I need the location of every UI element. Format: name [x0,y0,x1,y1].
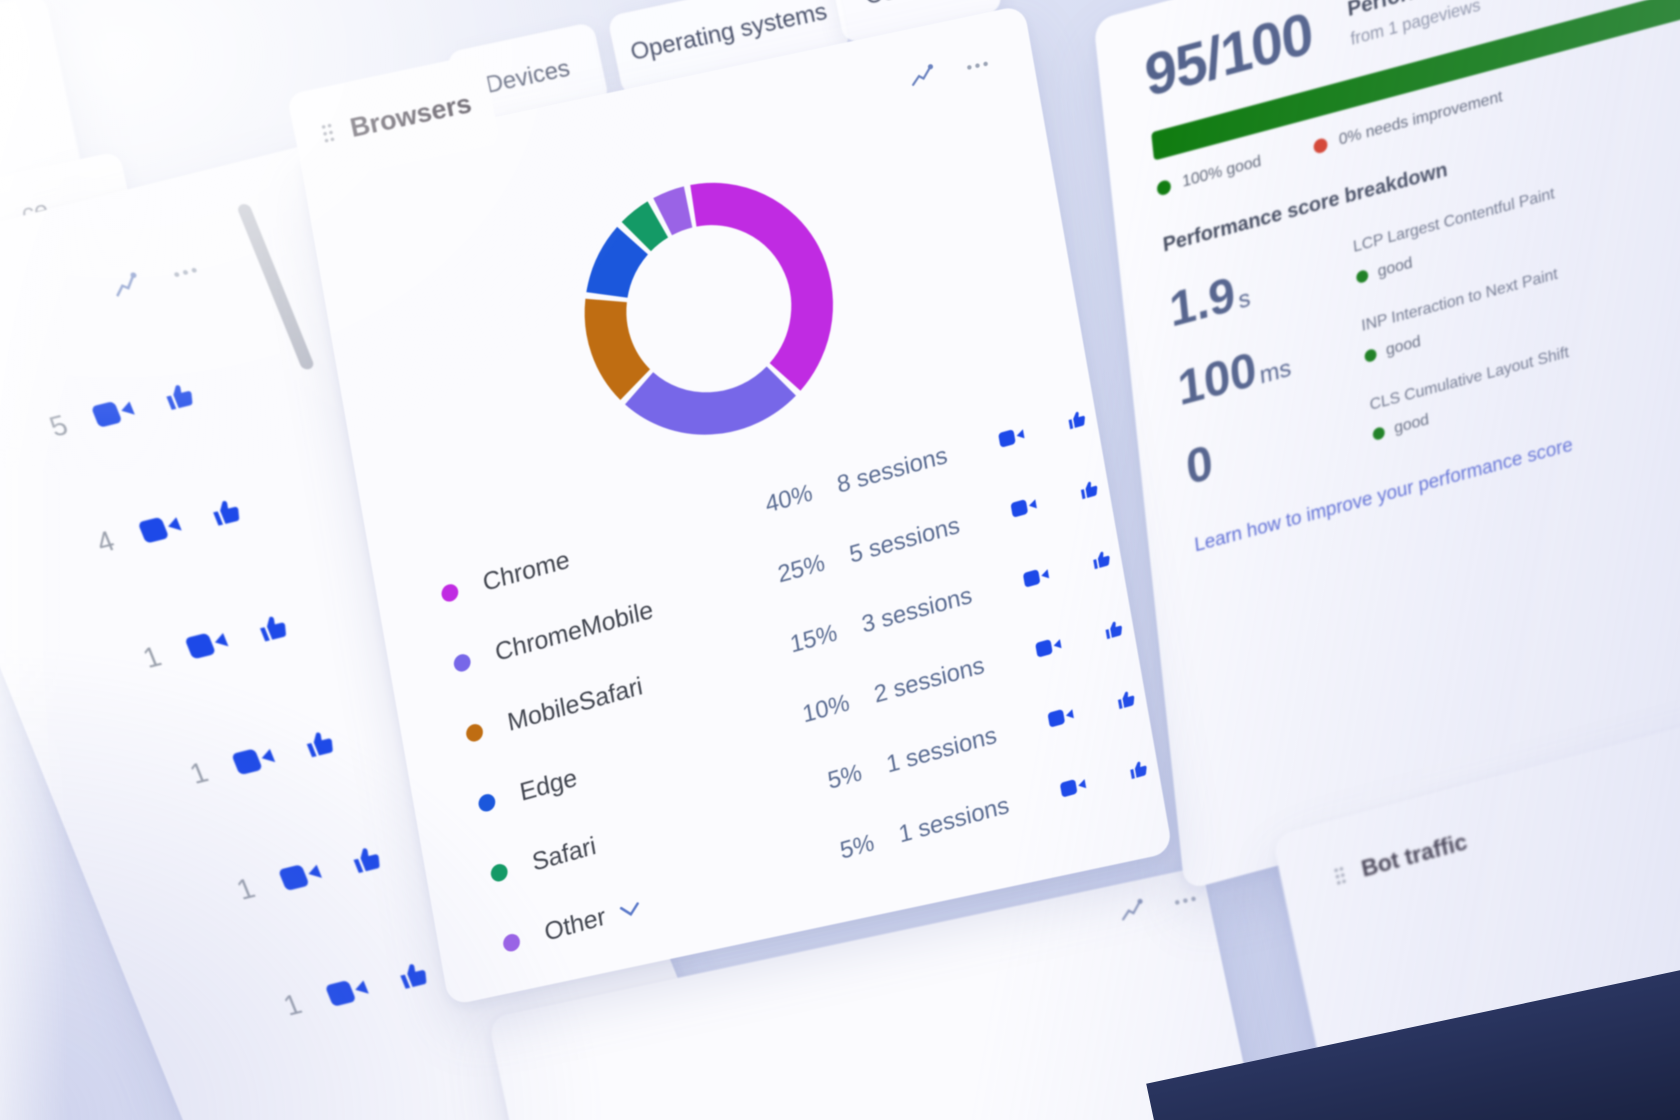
metric-value: 100 [1175,342,1259,417]
good-dot [1364,347,1378,363]
metric-status: good [1376,253,1414,281]
item-count: 5 [45,408,72,442]
trend-chart-icon[interactable] [107,268,148,304]
thumb-icon[interactable] [156,374,204,417]
video-icon[interactable] [1046,703,1077,731]
drag-handle-icon[interactable] [319,121,337,145]
ellipsis-icon[interactable] [1172,889,1199,912]
thumb-icon[interactable] [1064,404,1091,434]
video-icon[interactable] [134,508,187,548]
item-count: 1 [278,987,306,1021]
video-icon[interactable] [1021,563,1052,591]
tab-label: Devices [483,54,573,99]
video-icon[interactable] [274,855,327,895]
trend-chart-icon[interactable] [908,61,939,94]
video-icon[interactable] [87,392,140,432]
good-dot [1372,426,1386,442]
legend-dot [489,862,509,884]
item-count: 1 [232,872,260,906]
video-icon[interactable] [227,739,280,779]
legend-dot [440,582,460,604]
video-icon[interactable] [996,423,1027,451]
needs-improvement-dot [1312,137,1329,155]
ellipsis-icon[interactable] [964,54,991,77]
thumb-icon[interactable] [343,838,391,881]
bot-traffic-title: Bot traffic [1358,828,1470,882]
percent-value: 40% [763,478,815,519]
ellipsis-icon[interactable] [169,260,201,283]
thumb-icon[interactable] [1125,754,1152,784]
browser-name: Safari [530,831,599,877]
tab-label: Countries [862,0,968,11]
percent-value: 10% [800,688,852,729]
drag-handle-icon[interactable] [1332,864,1349,887]
legend-dot [452,652,472,674]
browser-name: Chrome [480,545,572,597]
thumb-icon[interactable] [390,953,438,996]
metric-unit: s [1237,284,1252,315]
donut-segment-safari[interactable] [621,201,669,252]
legend-dot [464,722,485,744]
metric-value: 0 [1183,435,1216,496]
performance-score: 95/100 [1141,0,1316,110]
thumb-icon[interactable] [249,606,297,649]
donut-segment-chrome[interactable] [690,182,833,391]
thumb-icon[interactable] [1101,614,1128,644]
percent-value: 5% [837,828,877,865]
item-count: 1 [185,756,213,790]
thumb-icon[interactable] [1076,474,1103,504]
legend-item-good: 100% good [1156,153,1262,199]
item-count: 4 [91,524,119,558]
tab-label: Browsers [347,87,474,143]
percent-value: 25% [775,548,827,589]
video-icon[interactable] [1058,773,1089,801]
thumb-icon[interactable] [296,722,344,765]
metric-status: good [1385,332,1422,359]
metric-unit [1215,456,1218,483]
legend-dot [477,792,497,814]
legend-label: 100% good [1181,152,1263,191]
browser-name: Edge [517,763,580,807]
chevron-down-icon[interactable] [616,893,642,927]
video-icon[interactable] [321,971,374,1011]
metric-status: good [1393,411,1430,438]
percent-value: 15% [787,618,840,659]
donut-segment-other[interactable] [653,186,693,236]
percent-value: 5% [825,758,864,795]
donut-segment-mobilesafari[interactable] [584,298,651,400]
thumb-icon[interactable] [203,490,251,533]
metric-unit: ms [1258,354,1293,391]
item-count: 1 [138,640,166,674]
video-icon[interactable] [181,624,234,664]
metric-value: 1.9 [1167,267,1238,338]
trend-chart-icon[interactable] [1117,895,1149,928]
donut-segment-chromemobile[interactable] [625,359,796,435]
legend-dot [501,932,522,954]
sessions-value: 1 sessions [896,791,1012,849]
video-icon[interactable] [1033,633,1064,661]
browser-name: Other [542,902,608,947]
video-icon[interactable] [1009,493,1040,521]
good-dot [1156,178,1172,197]
donut-segment-edge[interactable] [586,226,649,299]
good-dot [1355,268,1369,284]
thumb-icon[interactable] [1113,684,1140,714]
thumb-icon[interactable] [1088,544,1115,574]
